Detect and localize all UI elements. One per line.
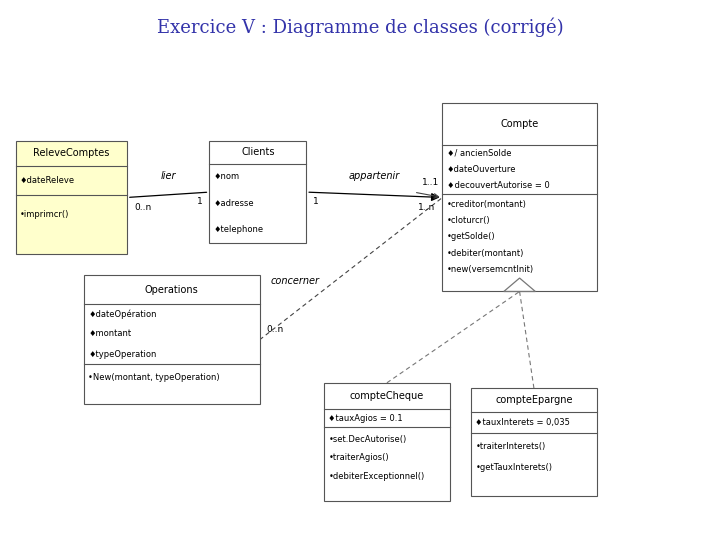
Bar xyxy=(443,104,597,292)
Text: •New(montant, typeOperation): •New(montant, typeOperation) xyxy=(88,373,220,382)
Text: •new(versemcntInit): •new(versemcntInit) xyxy=(447,265,534,274)
Text: Operations: Operations xyxy=(145,285,199,294)
Text: ReleveComptes: ReleveComptes xyxy=(33,148,109,158)
Text: 0..n: 0..n xyxy=(267,326,284,334)
Text: •getTauxInterets(): •getTauxInterets() xyxy=(475,463,552,472)
Text: Exercice V : Diagramme de classes (corrigé): Exercice V : Diagramme de classes (corri… xyxy=(157,17,563,37)
Text: •traiterAgios(): •traiterAgios() xyxy=(328,453,389,462)
Text: •cloturcr(): •cloturcr() xyxy=(447,216,490,225)
Text: ♦tauxInterets = 0,035: ♦tauxInterets = 0,035 xyxy=(475,418,570,427)
Text: 0..n: 0..n xyxy=(134,203,151,212)
Text: 1..n: 1..n xyxy=(418,203,436,212)
Text: compteEpargne: compteEpargne xyxy=(495,395,572,405)
Text: lier: lier xyxy=(161,171,176,181)
Text: •debiterExceptionnel(): •debiterExceptionnel() xyxy=(328,471,425,481)
Text: •traiterInterets(): •traiterInterets() xyxy=(475,442,546,451)
Text: concerner: concerner xyxy=(271,276,320,286)
Text: Clients: Clients xyxy=(241,147,274,157)
Text: ♦telephone: ♦telephone xyxy=(214,225,264,234)
Text: 1..1: 1..1 xyxy=(422,178,439,187)
Text: ♦/ ancienSolde: ♦/ ancienSolde xyxy=(447,148,511,158)
Text: 1: 1 xyxy=(313,198,319,206)
Text: •set.DecAutorise(): •set.DecAutorise() xyxy=(328,435,407,444)
Text: •creditor(montant): •creditor(montant) xyxy=(447,200,526,209)
Text: compteCheque: compteCheque xyxy=(350,391,424,401)
Text: ♦montant: ♦montant xyxy=(88,329,131,339)
Text: ♦dateReleve: ♦dateReleve xyxy=(20,176,75,185)
Bar xyxy=(471,388,597,496)
Text: ♦dateOpération: ♦dateOpération xyxy=(88,309,157,319)
Text: ♦tauxAgios = 0.1: ♦tauxAgios = 0.1 xyxy=(328,414,403,422)
Text: Compte: Compte xyxy=(500,119,539,129)
Text: ♦dateOuverture: ♦dateOuverture xyxy=(447,165,516,174)
Bar xyxy=(16,141,127,254)
Text: ♦typeOperation: ♦typeOperation xyxy=(88,349,156,359)
Text: •debiter(montant): •debiter(montant) xyxy=(447,249,524,258)
Text: •imprimcr(): •imprimcr() xyxy=(20,210,69,219)
Text: ♦adresse: ♦adresse xyxy=(214,199,254,208)
Bar xyxy=(324,383,450,501)
Text: 1: 1 xyxy=(197,198,202,206)
Text: appartenir: appartenir xyxy=(348,171,400,181)
Text: ♦nom: ♦nom xyxy=(214,172,240,181)
Text: ♦decouvertAutorise = 0: ♦decouvertAutorise = 0 xyxy=(447,181,549,190)
Bar xyxy=(210,141,306,243)
Bar xyxy=(84,275,260,404)
Text: •getSolde(): •getSolde() xyxy=(447,232,495,241)
